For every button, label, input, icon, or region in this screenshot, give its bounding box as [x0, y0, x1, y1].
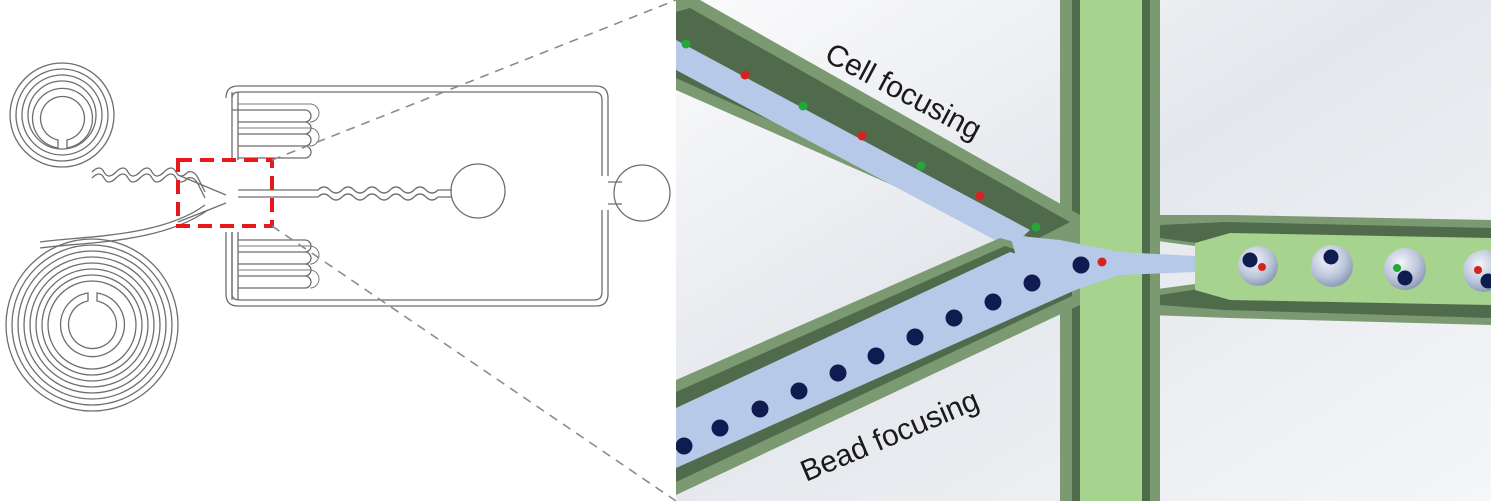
- zoom-leader-bottom: [271, 225, 677, 501]
- beads: [676, 256, 1090, 455]
- bead-channel: [39, 204, 206, 243]
- cell-serpentine-channel: [91, 167, 206, 193]
- droplets: [1238, 245, 1491, 292]
- zoom-leader-top: [271, 0, 677, 161]
- droplet: [1463, 250, 1491, 292]
- oil-serpentine-upper: [231, 92, 320, 160]
- cells: [681, 39, 1107, 267]
- cell-focusing-channel: [676, 0, 1080, 250]
- bead-inlet-spiral: [5, 238, 179, 412]
- zoomed-junction-view: Cell focusing Bead focusing: [676, 0, 1491, 501]
- zoom-region-box: [176, 158, 274, 228]
- oil-loop-channel: [225, 85, 609, 307]
- droplet: [1384, 248, 1426, 290]
- outlet-port: [450, 163, 506, 219]
- chip-layout-diagram: [5, 0, 677, 501]
- cell-inlet-spiral: [9, 62, 115, 168]
- droplet: [1238, 246, 1278, 286]
- droplet: [1311, 245, 1353, 287]
- oil-serpentine-lower: [231, 232, 320, 300]
- outlet-serpentine-channel: [238, 186, 452, 194]
- oil-inlet-port: [613, 164, 671, 222]
